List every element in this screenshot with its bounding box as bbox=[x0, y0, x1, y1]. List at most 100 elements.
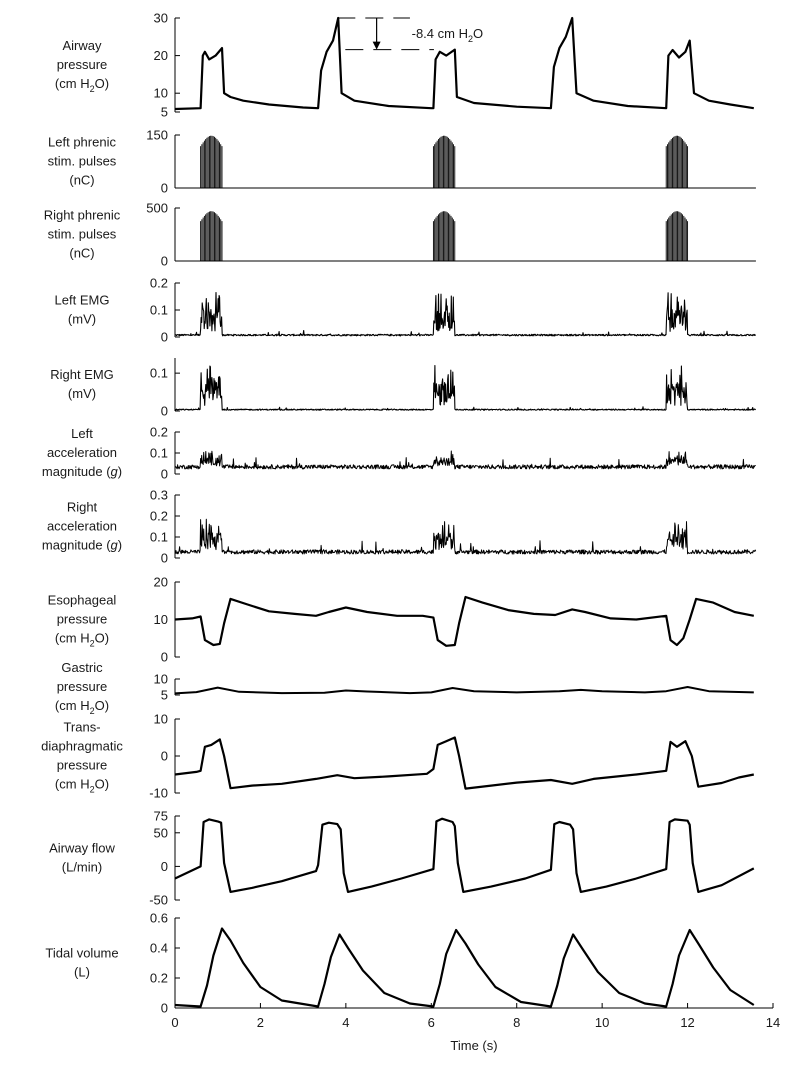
panel-left-accel: Left acceleration magnitude (g) 0 0.1 0.2 bbox=[42, 425, 756, 482]
y-tick-label: 500 bbox=[146, 201, 168, 216]
y-tick-label: 0.2 bbox=[150, 425, 168, 440]
panel-label-line: Trans- bbox=[63, 720, 100, 735]
signal-trace bbox=[174, 450, 756, 470]
panel-label-line: Left bbox=[71, 426, 93, 441]
y-tick-label: 150 bbox=[146, 128, 168, 143]
y-tick-label: 10 bbox=[154, 86, 168, 101]
y-tick-label: 0.1 bbox=[150, 366, 168, 381]
panel-label-line: pressure bbox=[57, 758, 108, 773]
panel-label-line: (L) bbox=[74, 965, 90, 980]
y-tick-label: 0.2 bbox=[150, 276, 168, 291]
panel-right-phrenic: Right phrenic stim. pulses (nC) 0 500 bbox=[44, 201, 756, 269]
panel-transdiaphragmatic: Trans-diaphragmatic pressure (cm H2O) -10 0 1… bbox=[41, 712, 755, 801]
signal-trace bbox=[174, 736, 755, 790]
panel-label-line: Right bbox=[67, 500, 98, 515]
x-tick-label: 12 bbox=[680, 1015, 694, 1030]
x-tick-label: 4 bbox=[342, 1015, 349, 1030]
x-tick-label: 10 bbox=[595, 1015, 609, 1030]
panel-label-line: (mV) bbox=[68, 312, 96, 327]
y-tick-label: 0 bbox=[161, 404, 168, 419]
panel-label-line: stim. pulses bbox=[48, 154, 117, 169]
panel-label-line: pressure bbox=[57, 612, 108, 627]
panel-tidal-volume: Tidal volume (L) 0 0.2 0.4 0.6 bbox=[45, 911, 755, 1016]
pressure-drop-annotation: -8.4 cm H2O bbox=[337, 17, 483, 51]
panel-label-line: Airway bbox=[62, 38, 102, 53]
panel-label-line: magnitude (g) bbox=[42, 464, 122, 479]
signal-trace bbox=[174, 364, 757, 411]
y-tick-label: 0.1 bbox=[150, 530, 168, 545]
panel-label-line: stim. pulses bbox=[48, 227, 117, 242]
panel-label-line: (cm H2O) bbox=[55, 76, 109, 94]
panel-label-line: Right EMG bbox=[50, 367, 114, 382]
x-tick-label: 2 bbox=[257, 1015, 264, 1030]
x-tick-label: 6 bbox=[428, 1015, 435, 1030]
panel-label-line: Esophageal bbox=[48, 593, 117, 608]
panel-label-line: (nC) bbox=[69, 246, 94, 261]
y-tick-label: 0.3 bbox=[150, 488, 168, 503]
signal-trace bbox=[174, 518, 757, 555]
y-tick-label: 50 bbox=[154, 825, 168, 840]
annotation-text: -8.4 cm H2O bbox=[412, 26, 483, 44]
y-tick-label: 0 bbox=[161, 551, 168, 566]
panel-label-line: (L/min) bbox=[62, 860, 102, 875]
panel-label-line: Right phrenic bbox=[44, 208, 121, 223]
y-tick-label: 5 bbox=[161, 105, 168, 120]
y-tick-label: 0 bbox=[161, 859, 168, 874]
y-tick-label: 0.2 bbox=[150, 509, 168, 524]
y-tick-label: 10 bbox=[154, 712, 168, 727]
y-tick-label: 0.4 bbox=[150, 941, 168, 956]
panel-label-line: (nC) bbox=[69, 173, 94, 188]
x-axis-title: Time (s) bbox=[450, 1038, 497, 1053]
panel-label-line: Left phrenic bbox=[48, 135, 116, 150]
time-axis: 0 2 4 6 8 10 12 14 Time (s) bbox=[171, 1003, 780, 1053]
y-tick-label: 0 bbox=[161, 467, 168, 482]
panel-label-line: magnitude (g) bbox=[42, 538, 122, 553]
panel-airway-pressure: Airway pressure (cm H2O) 5 10 20 30 bbox=[55, 11, 754, 120]
panel-label-line: Airway flow bbox=[49, 841, 115, 856]
signal-trace bbox=[174, 686, 754, 695]
y-tick-label: 20 bbox=[154, 48, 168, 63]
y-tick-label: 10 bbox=[154, 672, 168, 687]
panel-right-accel: Right acceleration magnitude (g) 0 0.1 0.2 0.3 bbox=[42, 488, 757, 566]
y-tick-label: 5 bbox=[161, 688, 168, 703]
y-tick-label: 0 bbox=[161, 749, 168, 764]
x-tick-label: 8 bbox=[513, 1015, 520, 1030]
y-tick-label: 20 bbox=[154, 575, 168, 590]
signal-trace bbox=[174, 817, 755, 893]
y-tick-label: 0 bbox=[161, 1001, 168, 1016]
panel-label-line: diaphragmatic bbox=[41, 739, 123, 754]
panel-left-phrenic: Left phrenic stim. pulses (nC) 0 150 bbox=[48, 128, 756, 196]
panel-left-emg: Left EMG (mV) 0 0.1 0.2 bbox=[55, 276, 756, 345]
panel-label-line: (mV) bbox=[68, 386, 96, 401]
y-tick-label: 10 bbox=[154, 612, 168, 627]
y-tick-label: 0 bbox=[161, 330, 168, 345]
panel-label-line: acceleration bbox=[47, 445, 117, 460]
panel-label-line: pressure bbox=[57, 57, 108, 72]
x-tick-label: 0 bbox=[171, 1015, 178, 1030]
panel-label-line: (cm H2O) bbox=[55, 698, 109, 716]
y-tick-label: 0.2 bbox=[150, 971, 168, 986]
panel-right-emg: Right EMG (mV) 0 0.1 bbox=[50, 358, 757, 419]
y-tick-label: -10 bbox=[149, 786, 168, 801]
y-tick-label: 75 bbox=[154, 809, 168, 824]
y-tick-label: 0 bbox=[161, 181, 168, 196]
y-tick-label: -50 bbox=[149, 893, 168, 908]
y-tick-label: 30 bbox=[154, 11, 168, 26]
y-tick-label: 0.1 bbox=[150, 446, 168, 461]
panel-label-line: Tidal volume bbox=[45, 946, 118, 961]
signal-trace bbox=[174, 927, 755, 1008]
panel-label-line: acceleration bbox=[47, 519, 117, 534]
signal-trace bbox=[174, 16, 754, 111]
y-tick-label: 0.1 bbox=[150, 303, 168, 318]
panel-label-line: pressure bbox=[57, 679, 108, 694]
panel-label-line: Gastric bbox=[61, 660, 103, 675]
signal-trace bbox=[174, 595, 755, 647]
panel-label-line: Left EMG bbox=[55, 293, 110, 308]
panel-esophageal: Esophageal pressure (cm H2O) 0 10 20 bbox=[48, 575, 755, 665]
x-tick-label: 14 bbox=[766, 1015, 780, 1030]
y-tick-label: 0.6 bbox=[150, 911, 168, 926]
panel-label-line: (cm H2O) bbox=[55, 631, 109, 649]
